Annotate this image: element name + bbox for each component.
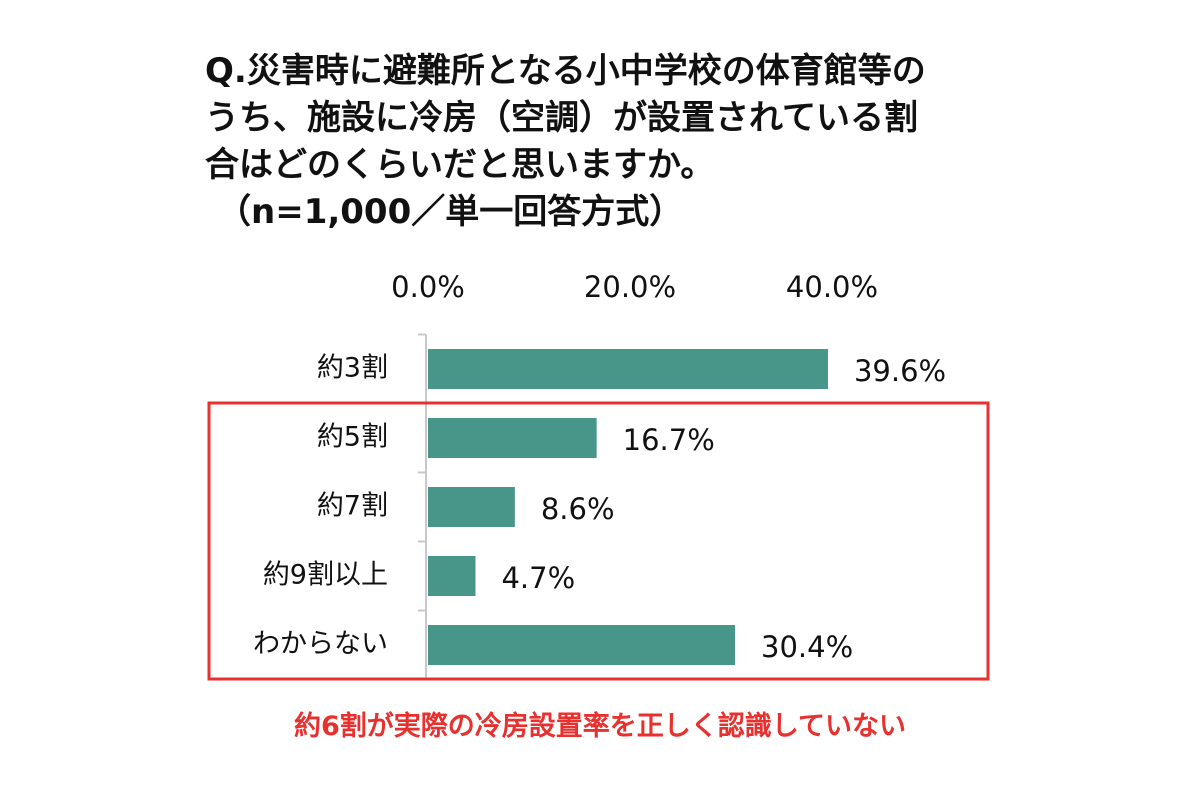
category-label: 約7割 (317, 491, 388, 522)
bar (428, 487, 515, 527)
category-label: 約5割 (317, 422, 388, 453)
data-label: 4.7% (501, 561, 575, 595)
data-label: 16.7% (623, 423, 715, 457)
category-label: 約9割以上 (263, 560, 388, 591)
title-line-1: Q.災害時に避難所となる小中学校の体育館等の (205, 51, 926, 91)
x-tick-label: 0.0% (391, 270, 465, 304)
chart-title: Q.災害時に避難所となる小中学校の体育館等の うち、施設に冷房（空調）が設置され… (205, 48, 1025, 236)
category-label: 約3割 (317, 353, 388, 384)
bar (428, 349, 828, 389)
highlight-box (207, 401, 990, 681)
bar (428, 556, 476, 596)
data-label: 8.6% (541, 492, 615, 526)
data-label: 30.4% (761, 630, 853, 664)
title-line-2: うち、施設に冷房（空調）が設置されている割 (205, 98, 918, 138)
bar (428, 625, 736, 665)
title-line-3: 合はどのくらいだと思いますか。 (205, 145, 715, 185)
bar (428, 418, 597, 458)
x-tick-label: 40.0% (786, 270, 878, 304)
category-label: わからない (253, 629, 388, 660)
highlight-callout: 約6割が実際の冷房設置率を正しく認識していない (294, 711, 906, 742)
data-label: 39.6% (854, 354, 946, 388)
x-tick-label: 20.0% (584, 270, 676, 304)
sample-size-note: （n=1,000／単一回答方式） (217, 192, 684, 232)
